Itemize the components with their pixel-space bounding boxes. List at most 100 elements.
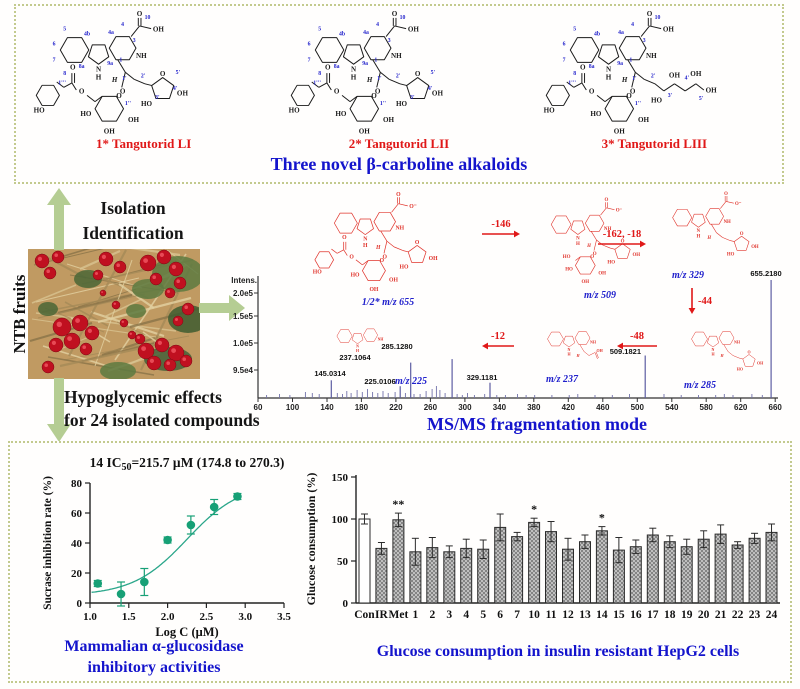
svg-text:21: 21 — [715, 609, 727, 621]
svg-text:**: ** — [392, 497, 404, 511]
isolation-line2: Identification — [82, 222, 184, 243]
svg-text:1.0e5: 1.0e5 — [233, 339, 254, 348]
svg-text:O: O — [589, 88, 595, 96]
svg-text:-162, -18: -162, -18 — [603, 229, 642, 240]
svg-text:1: 1 — [412, 609, 418, 621]
svg-text:m/z 285: m/z 285 — [684, 380, 716, 391]
svg-text:OH: OH — [383, 116, 395, 124]
structure-label-1: 1* Tangutorid LI — [95, 136, 192, 151]
svg-text:4a: 4a — [618, 30, 624, 36]
svg-text:4: 4 — [121, 22, 124, 28]
svg-text:HO: HO — [33, 106, 45, 114]
svg-text:8: 8 — [574, 71, 577, 77]
svg-text:O: O — [627, 92, 633, 100]
structure-tangutorid-li: N H NH O OH H O O OH HO O HO OH OH O O HO 5 6 7 8 4b 4a 4 3 10 8a 9… — [16, 9, 271, 153]
svg-text:620: 620 — [734, 403, 748, 412]
svg-text:18: 18 — [664, 609, 676, 621]
svg-text:0: 0 — [77, 598, 83, 610]
svg-text:O⁻: O⁻ — [409, 204, 417, 210]
svg-text:N: N — [576, 236, 580, 241]
svg-text:5': 5' — [431, 70, 436, 76]
svg-text:O: O — [116, 92, 122, 100]
svg-text:O: O — [590, 255, 594, 260]
svg-text:NH: NH — [734, 340, 741, 345]
svg-text:OH: OH — [638, 116, 650, 124]
svg-text:HO: HO — [313, 270, 322, 276]
svg-text:3': 3' — [668, 93, 673, 99]
svg-text:60: 60 — [254, 403, 263, 412]
svg-text:150: 150 — [332, 472, 349, 484]
svg-text:O: O — [371, 92, 377, 100]
svg-text:H: H — [606, 73, 612, 81]
svg-text:2.0: 2.0 — [161, 611, 175, 623]
svg-text:0: 0 — [343, 598, 349, 610]
svg-text:N: N — [712, 347, 715, 352]
svg-text:-44: -44 — [698, 296, 713, 307]
structure-label-2: 2* Tangutorid LII — [348, 136, 450, 151]
svg-text:14: 14 — [596, 609, 608, 621]
svg-text:O⁻: O⁻ — [616, 209, 623, 214]
svg-text:23: 23 — [749, 609, 761, 621]
svg-text:HO: HO — [335, 110, 347, 118]
svg-text:7: 7 — [563, 58, 566, 64]
svg-text:O: O — [380, 258, 385, 264]
svg-text:1'': 1'' — [635, 101, 641, 107]
svg-text:OH: OH — [103, 128, 115, 136]
structure-row: N H NH O OH H O O OH HO O HO OH OH O O HO 5 6 7 8 4b 4a 4 3 10 8a 9… — [16, 9, 782, 153]
svg-text:*: * — [599, 511, 605, 525]
svg-text:HO: HO — [80, 110, 92, 118]
svg-text:6: 6 — [52, 42, 55, 48]
svg-text:m/z 237: m/z 237 — [546, 374, 579, 385]
svg-text:HO: HO — [544, 106, 556, 114]
svg-text:O: O — [604, 198, 608, 203]
svg-text:16: 16 — [630, 609, 642, 621]
svg-text:N: N — [568, 347, 571, 352]
svg-text:4a: 4a — [363, 30, 369, 36]
alkaloids-caption: Three novel β-carboline alkaloids — [270, 154, 528, 174]
svg-text:N: N — [363, 236, 368, 242]
svg-text:OH: OH — [153, 25, 165, 33]
svg-text:O: O — [392, 10, 398, 18]
svg-text:7: 7 — [514, 609, 520, 621]
svg-text:O: O — [342, 235, 347, 241]
svg-text:80: 80 — [71, 478, 83, 490]
svg-text:HO: HO — [563, 255, 571, 260]
svg-text:OH: OH — [691, 70, 703, 78]
svg-text:H: H — [576, 242, 580, 247]
svg-text:7: 7 — [52, 58, 55, 64]
svg-text:H: H — [621, 76, 628, 84]
svg-text:H: H — [697, 234, 701, 239]
svg-text:1'': 1'' — [125, 101, 131, 107]
isolation-text: Isolation Identification — [74, 196, 192, 245]
svg-text:7: 7 — [308, 58, 311, 64]
svg-text:OH: OH — [663, 25, 675, 33]
svg-text:H: H — [719, 353, 724, 358]
svg-text:2': 2' — [141, 74, 146, 80]
svg-text:1.0: 1.0 — [83, 611, 97, 623]
hypoglycemic-line1: Hypoglycemic effects — [64, 387, 222, 407]
svg-text:660: 660 — [769, 403, 783, 412]
svg-text:40: 40 — [71, 538, 83, 550]
svg-text:20: 20 — [71, 568, 83, 580]
left-chart-caption: Mammalian α-glucosidase inhibitory activ… — [24, 637, 284, 679]
svg-text:H: H — [363, 243, 368, 249]
svg-text:580: 580 — [700, 403, 714, 412]
svg-text:4b: 4b — [594, 32, 600, 38]
svg-text:O: O — [415, 70, 421, 78]
svg-text:OH: OH — [177, 89, 189, 97]
svg-text:OH: OH — [408, 25, 420, 33]
svg-text:180: 180 — [355, 403, 369, 412]
chemical-structure-drawing-3: N H NH O OH H O OH HO OH OH O HO OH OH O O HO 5 6 7 8 4b 4a 4 3 10… — [527, 9, 782, 139]
arrow-up-icon — [47, 188, 71, 250]
svg-text:4b: 4b — [339, 32, 345, 38]
svg-text:4: 4 — [376, 22, 379, 28]
left-caption-line2: inhibitory activities — [87, 658, 221, 676]
svg-text:9a: 9a — [362, 61, 368, 67]
svg-text:HO: HO — [400, 264, 409, 270]
svg-text:H: H — [706, 236, 711, 241]
svg-text:OH: OH — [389, 277, 398, 283]
svg-text:3: 3 — [643, 38, 646, 44]
svg-text:140: 140 — [320, 403, 334, 412]
svg-text:11: 11 — [546, 609, 557, 621]
svg-text:4: 4 — [631, 22, 634, 28]
